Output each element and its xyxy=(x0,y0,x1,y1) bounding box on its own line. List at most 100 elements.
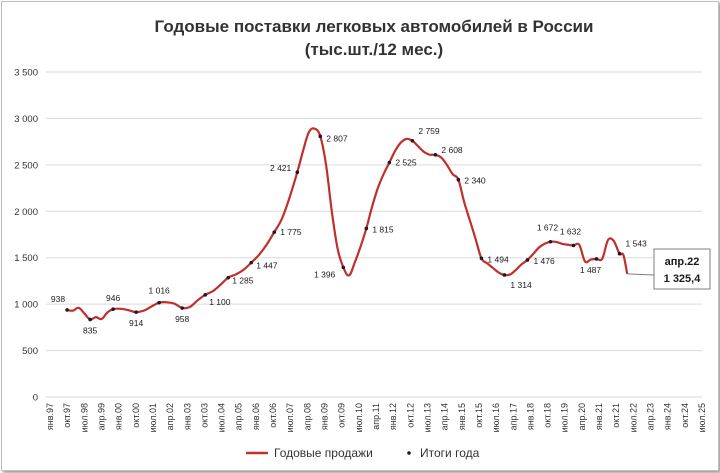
year-end-point xyxy=(318,134,323,139)
year-end-point xyxy=(249,260,254,265)
year-end-point xyxy=(594,257,599,261)
data-label: 835 xyxy=(83,325,97,335)
year-end-point xyxy=(364,226,369,231)
legend: Годовые продажи Итоги года xyxy=(246,446,480,460)
x-tick-label: апр.23 xyxy=(646,403,656,430)
year-end-point xyxy=(433,153,438,157)
data-label: 2 759 xyxy=(418,126,440,136)
x-tick-label: окт.97 xyxy=(62,403,72,428)
x-tick-label: июл.10 xyxy=(354,403,364,432)
x-tick-label: апр.99 xyxy=(96,403,106,430)
x-tick-label: июл.22 xyxy=(628,403,638,432)
year-end-point xyxy=(226,275,231,280)
year-end-point xyxy=(272,230,277,234)
year-end-point xyxy=(341,265,346,270)
data-label: 958 xyxy=(175,314,189,324)
x-tick-label: окт.24 xyxy=(680,403,690,428)
x-tick-label: янв.06 xyxy=(251,403,261,430)
x-tick-label: янв.97 xyxy=(45,403,55,430)
x-tick-label: апр.14 xyxy=(440,403,450,430)
data-label: 1 285 xyxy=(232,276,254,286)
y-tick-label: 3 500 xyxy=(14,68,38,79)
data-label: 1 815 xyxy=(372,224,394,234)
x-tick-label: июл.19 xyxy=(560,403,570,432)
y-axis: 0 500 1 000 1 500 2 000 2 500 3 000 3 500 xyxy=(14,68,38,404)
x-tick-label: янв.12 xyxy=(388,403,398,430)
x-tick-label: окт.15 xyxy=(474,403,484,428)
year-end-point xyxy=(571,243,576,248)
y-tick-label: 2 000 xyxy=(14,207,38,218)
data-label: 2 421 xyxy=(270,163,292,173)
data-label: 1 100 xyxy=(209,297,231,307)
data-label: 1 447 xyxy=(256,261,278,271)
x-tick-label: апр.05 xyxy=(234,403,244,430)
year-end-point xyxy=(180,306,184,310)
data-label: 1 016 xyxy=(149,286,171,296)
year-end-point xyxy=(479,256,484,261)
y-tick-label: 1 500 xyxy=(14,253,38,264)
data-label: 1 396 xyxy=(314,269,336,279)
data-label: 2 807 xyxy=(326,133,348,143)
year-end-point xyxy=(525,258,530,262)
data-label: 1 775 xyxy=(280,227,302,237)
x-tick-label: янв.00 xyxy=(114,403,124,430)
data-label: 1 487 xyxy=(580,265,602,275)
x-tick-label: окт.00 xyxy=(131,403,141,428)
year-end-point xyxy=(88,317,92,322)
data-label: 946 xyxy=(106,293,120,303)
data-label: 914 xyxy=(129,318,143,328)
legend-dot-marker xyxy=(407,451,411,455)
x-tick-label: окт.18 xyxy=(543,403,553,428)
chart-title-line2: (тыс.шт./12 мес.) xyxy=(305,40,443,59)
x-tick-label: янв.15 xyxy=(457,403,467,430)
x-tick-label: апр.20 xyxy=(577,403,587,430)
data-label: 1 314 xyxy=(510,280,532,290)
x-tick-label: окт.09 xyxy=(337,403,347,428)
data-label: 1 672 xyxy=(537,223,559,233)
x-tick-label: апр.11 xyxy=(371,403,381,430)
x-tick-label: окт.03 xyxy=(199,403,209,428)
year-end-point xyxy=(456,177,461,182)
x-tick-label: окт.06 xyxy=(268,403,278,428)
data-label: 1 632 xyxy=(560,226,582,236)
last-value-callout: апр.22 1 325,4 xyxy=(627,248,711,290)
x-tick-label: июл.07 xyxy=(285,403,295,432)
year-end-point xyxy=(134,310,138,314)
x-tick-label: июл.25 xyxy=(697,403,707,432)
year-end-point xyxy=(410,139,415,143)
year-end-point xyxy=(502,273,507,277)
x-tick-label: июл.04 xyxy=(217,403,227,432)
chart-title-line1: Годовые поставки легковых автомобилей в … xyxy=(155,17,594,36)
x-axis: янв.97 окт.97 июл.98 апр.99 янв.00 окт.00 июл.… xyxy=(45,403,707,432)
y-tick-label: 2 500 xyxy=(14,160,38,171)
data-label: 1 543 xyxy=(626,239,648,249)
x-tick-label: янв.03 xyxy=(182,403,192,430)
data-label: 2 340 xyxy=(464,176,486,186)
year-end-point xyxy=(157,300,161,305)
year-end-point xyxy=(295,170,300,174)
y-tick-label: 500 xyxy=(22,346,38,357)
x-tick-label: июл.13 xyxy=(422,403,432,432)
series-layer xyxy=(65,127,629,322)
year-end-point xyxy=(65,308,69,312)
x-tick-label: янв.09 xyxy=(320,403,330,430)
x-tick-label: янв.21 xyxy=(594,403,604,430)
callout-value: 1 325,4 xyxy=(664,273,702,285)
x-tick-label: окт.12 xyxy=(405,403,415,428)
y-tick-label: 3 000 xyxy=(14,114,38,125)
y-tick-label: 1 000 xyxy=(14,300,38,311)
legend-label-year-totals: Итоги года xyxy=(420,446,480,460)
gridlines xyxy=(46,71,702,398)
data-label: 2 525 xyxy=(395,158,417,168)
series-line-annual-sales xyxy=(66,127,629,321)
x-tick-label: апр.02 xyxy=(165,403,175,430)
year-end-point xyxy=(617,251,622,256)
callout-box xyxy=(653,248,711,290)
x-tick-label: апр.17 xyxy=(508,403,518,430)
callout-leader xyxy=(627,273,655,276)
x-tick-label: апр.08 xyxy=(302,403,312,430)
data-label: 2 608 xyxy=(441,145,463,155)
